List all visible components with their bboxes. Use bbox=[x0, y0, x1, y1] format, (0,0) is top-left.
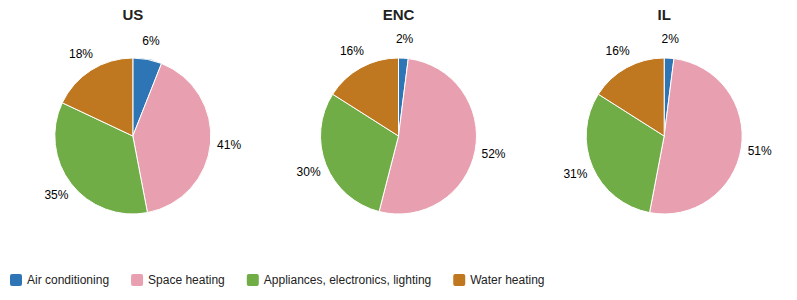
legend-swatch bbox=[453, 274, 465, 286]
data-label: 31% bbox=[563, 167, 587, 181]
chart-title: US bbox=[122, 6, 143, 23]
pie-slice bbox=[598, 58, 664, 136]
chart-title: IL bbox=[657, 6, 670, 23]
data-label: 30% bbox=[297, 165, 321, 179]
legend-swatch bbox=[131, 274, 143, 286]
legend-label: Space heating bbox=[148, 273, 225, 287]
data-label: 41% bbox=[217, 138, 241, 152]
legend-swatch bbox=[247, 274, 259, 286]
legend-label: Air conditioning bbox=[27, 273, 109, 287]
data-label: 16% bbox=[340, 44, 364, 58]
pie-panel: IL 2% 51% 31% 16% bbox=[563, 6, 772, 214]
pie-panel: US 6% 41% 35% 18% bbox=[44, 6, 241, 214]
pie-slice bbox=[333, 58, 399, 136]
data-label: 16% bbox=[606, 44, 630, 58]
data-label: 51% bbox=[748, 144, 772, 158]
chart-title: ENC bbox=[383, 6, 415, 23]
data-label: 6% bbox=[142, 34, 160, 48]
data-label: 2% bbox=[662, 32, 680, 46]
legend: Air conditioning Space heating Appliances,… bbox=[10, 273, 545, 287]
legend-swatch bbox=[10, 274, 22, 286]
data-label: 35% bbox=[44, 188, 68, 202]
legend-label: Appliances, electronics, lighting bbox=[264, 273, 431, 287]
pie-slice bbox=[62, 58, 133, 136]
chart: US 6% 41% 35% 18% ENC 2% 52% 30% 16% IL 2% 51% 31% 16%… bbox=[0, 0, 797, 300]
data-label: 2% bbox=[396, 32, 414, 46]
data-label: 18% bbox=[69, 47, 93, 61]
data-label: 52% bbox=[481, 147, 505, 161]
pie-slice bbox=[133, 63, 211, 212]
pie-panel: ENC 2% 52% 30% 16% bbox=[297, 6, 506, 214]
legend-label: Water heating bbox=[470, 273, 544, 287]
